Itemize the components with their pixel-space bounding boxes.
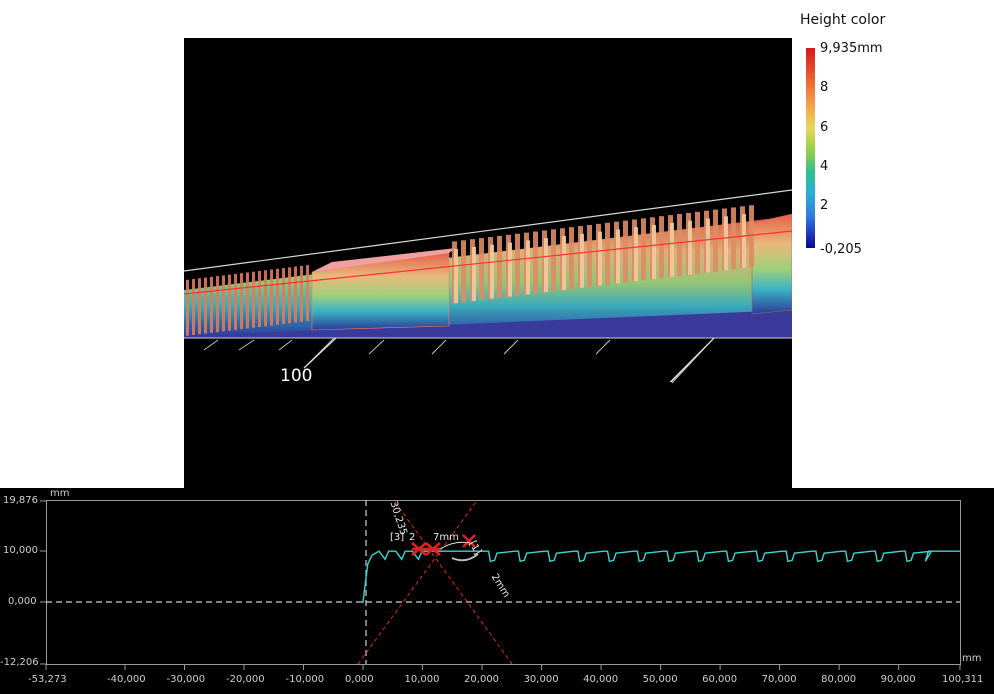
profile-plot	[40, 500, 961, 670]
x-tick-label: 0,000	[345, 674, 374, 685]
x-tick-label: 70,000	[761, 674, 797, 685]
y-tick-0: 0,000	[8, 596, 37, 607]
measure-guides	[357, 501, 513, 665]
legend-label-4: 4	[820, 159, 829, 174]
profile-graph[interactable]: mm mm 19,876 10,000 0,000 -12,206 -53,27…	[0, 488, 994, 694]
y-tick-min: -12,206	[0, 657, 39, 668]
axis-label-100: 100	[280, 366, 313, 386]
x-tick-label: 20,000	[464, 674, 500, 685]
x-tick-label: 60,000	[702, 674, 738, 685]
x-tick-label: 10,000	[404, 674, 440, 685]
height-colorbar	[806, 48, 815, 248]
x-tick-label: -20,000	[226, 674, 265, 685]
scan-line	[184, 230, 792, 295]
x-tick-label: -53,273	[28, 674, 67, 685]
legend-label-8: 8	[820, 80, 829, 95]
x-tick-label: -10,000	[285, 674, 325, 685]
x-tick-label: 90,000	[880, 674, 916, 685]
y-unit-label: mm	[50, 488, 70, 499]
legend-min-label: -0,205	[820, 242, 862, 257]
3d-height-view[interactable]: 100	[184, 38, 792, 490]
legend-title: Height color	[800, 12, 886, 28]
legend-max-label: 9,935mm	[820, 41, 883, 56]
y-tick-10: 10,000	[3, 545, 38, 556]
legend-label-6: 6	[820, 120, 829, 135]
measure-markers[interactable]	[411, 534, 476, 556]
legend-label-2: 2	[820, 198, 829, 213]
y-tick-max: 19,876	[3, 495, 38, 506]
measure-label-3-suffix: 2	[409, 532, 416, 543]
measure-dist-label: 7mm	[433, 532, 459, 543]
raised-block	[311, 252, 450, 331]
measure-arc-2	[451, 553, 479, 562]
x-tick-label: 50,000	[642, 674, 678, 685]
x-tick-label: -40,000	[106, 674, 146, 685]
measure-label-3: [3]	[390, 532, 405, 543]
x-unit-label: mm	[962, 653, 982, 664]
x-tick-label: -30,000	[166, 674, 206, 685]
x-tick-label: 30,000	[523, 674, 559, 685]
reference-line	[184, 189, 792, 272]
measure-arc	[439, 541, 471, 550]
x-tick-label: 100,311	[942, 674, 984, 685]
x-tick-label: 40,000	[583, 674, 619, 685]
plot-frame	[46, 500, 961, 665]
profile-line	[361, 550, 960, 603]
x-tick-label: 80,000	[821, 674, 857, 685]
connector-pins	[186, 205, 754, 336]
3d-scene	[184, 189, 792, 384]
